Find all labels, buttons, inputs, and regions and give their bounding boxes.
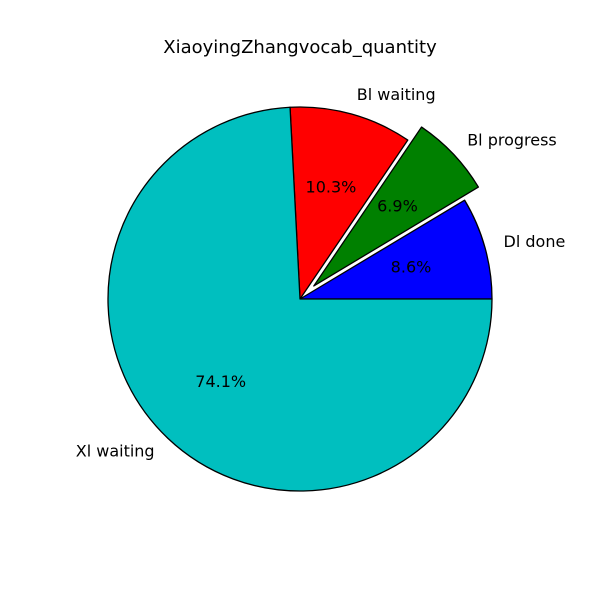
pct-label-bl-progress: 6.9% [377,196,418,215]
pie-slice-xl-waiting [107,106,493,492]
pie-slice-bl-progress [313,126,480,287]
slice-label-bl-waiting: Bl waiting [357,85,436,104]
chart-title: XiaoyingZhangvocab_quantity [163,37,437,58]
pct-label-xl-waiting: 74.1% [195,372,246,391]
pct-label-dl-done: 8.6% [391,258,432,277]
pie-slice-dl-done [299,199,493,300]
slice-label-xl-waiting: Xl waiting [76,442,155,461]
slice-label-dl-done: Dl done [504,232,566,251]
pct-label-bl-waiting: 10.3% [306,178,357,197]
slice-label-bl-progress: Bl progress [467,130,557,149]
pie-labels: Dl done 8.6% Bl progress 6.9% Bl waiting 10.3… [76,85,566,461]
pie-slices [107,106,493,492]
pie-slice-bl-waiting [289,106,409,300]
